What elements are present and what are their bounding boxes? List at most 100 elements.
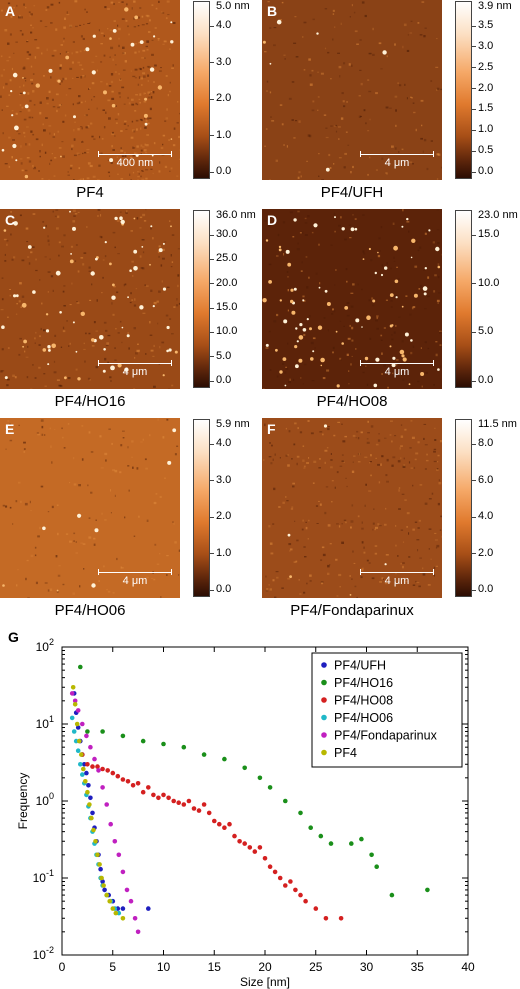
afm-image: D 4 μm [262,209,442,389]
colorbar-tick-label: 3.0 [216,55,232,68]
y-tick-label: 102 [36,637,54,654]
afm-image: C 4 μm [0,209,180,389]
colorbar-tick-mark [210,307,214,309]
data-point-series-2 [257,845,263,850]
data-point-series-3 [80,772,85,777]
data-point-series-3 [69,715,75,721]
data-point-series-0 [90,810,95,816]
x-tick-label: 0 [59,960,66,974]
data-point-series-2 [303,898,308,904]
panel-letter: C [5,212,16,228]
data-point-series-2 [95,764,100,769]
panel-caption: PF4/Fondaparinux [290,602,414,619]
size-frequency-chart: G 0 5 10 15 20 25 30 35 40 10-2 10-1 100 101 102 Size [… [8,629,475,989]
scale-bar-tick [171,360,172,366]
data-point-series-2 [85,762,90,767]
data-point-series-5 [77,738,82,744]
colorbar-tick-mark [210,258,214,260]
colorbar-tick-label: 1.5 [478,102,494,115]
data-point-series-2 [135,781,141,786]
data-point-series-2 [120,777,126,782]
colorbar-tick-label: 4.0 [216,437,232,449]
data-point-series-2 [176,800,181,805]
colorbar-tick-mark [210,171,214,173]
colorbar-tick-label: 0.0 [216,374,232,386]
colorbar-max-label: 11.5 nm [478,418,517,430]
x-tick-label: 35 [411,960,425,974]
data-point-series-2 [115,773,121,779]
colorbar-tick-label: 2.5 [478,60,494,73]
data-point-series-2 [191,806,197,811]
data-point-series-2 [212,818,217,824]
colorbar-tick-label: 0.0 [478,374,494,386]
data-point-series-1 [100,729,105,734]
x-tick-label: 30 [360,960,374,974]
data-point-series-0 [88,795,93,801]
data-point-series-2 [100,766,105,772]
colorbar-tick-label: 0.0 [216,583,232,595]
colorbar-tick-label: 3.0 [216,473,232,486]
colorbar-tick-mark [472,516,476,518]
data-point-series-2 [252,849,258,854]
data-point-series-5 [107,898,112,904]
height-colorbar [455,1,472,179]
scale-bar [98,572,172,573]
afm-panel-b: B 4 μm PF4/UFH 3.9 nm 3.5 3.0 2.5 2.0 1.5 1.0 0.5 0… [262,0,520,209]
legend-marker [321,662,327,668]
data-point-series-2 [125,779,131,784]
colorbar-tick-mark [472,331,476,333]
scale-bar-tick [98,360,99,366]
data-point-series-2 [217,821,222,827]
data-point-series-1 [257,775,263,781]
data-point-series-5 [89,815,94,821]
height-colorbar [455,210,472,388]
panel-letter-g: G [8,629,19,645]
data-point-series-5 [97,862,102,867]
scale-bar-tick [98,151,99,157]
data-point-series-2 [338,916,344,921]
data-point-series-1 [298,810,303,816]
colorbar-tick-mark [210,62,214,63]
colorbar-tick-label: 4.0 [216,19,232,31]
data-point-series-2 [146,785,151,790]
scale-bar [360,363,434,364]
data-point-series-2 [90,764,95,769]
data-point-series-5 [79,752,84,757]
panel-caption: PF4 [76,184,104,201]
scale-bar-tick [433,360,434,366]
data-point-series-2 [206,810,212,816]
data-point-series-5 [91,827,96,833]
y-tick-label: 10-2 [33,945,54,962]
legend-marker [321,697,327,703]
scale-bar [360,572,434,573]
panel-letter: F [267,421,276,437]
x-tick-label: 15 [208,960,222,974]
data-point-series-1 [389,892,395,898]
data-point-series-0 [98,866,103,872]
data-point-series-1 [201,752,207,757]
data-point-series-5 [113,910,119,916]
scale-bar-label: 4 μm [384,157,410,169]
data-point-series-2 [161,792,166,798]
data-point-series-3 [71,729,77,734]
scale-bar-tick [360,151,361,157]
data-point-series-0 [120,906,126,911]
colorbar-tick-mark [472,380,476,382]
data-point-series-2 [110,770,116,776]
data-point-series-5 [85,789,90,795]
data-point-series-1 [318,833,324,839]
colorbar-tick-label: 2.0 [478,546,494,559]
colorbar-tick-label: 0.0 [216,165,232,177]
x-axis-label: Size [nm] [240,975,290,989]
data-point-series-0 [102,887,107,893]
afm-panel-c: C 4 μm PF4/HO16 36.0 nm 30.0 25.0 20.0 15.0 10.0… [0,209,258,418]
data-point-series-2 [166,795,171,801]
colorbar-tick-label: 25.0 [216,252,238,265]
data-point-series-1 [374,864,380,869]
data-point-series-1 [120,733,126,739]
colorbar-tick-mark [472,46,476,48]
afm-panel-d: D 4 μm PF4/HO08 23.0 nm 15.0 10.0 5.0 0.0 [262,209,520,418]
data-point-series-5 [99,875,104,881]
scale-bar-label: 4 μm [122,366,148,378]
scale-bar-tick [171,151,172,157]
